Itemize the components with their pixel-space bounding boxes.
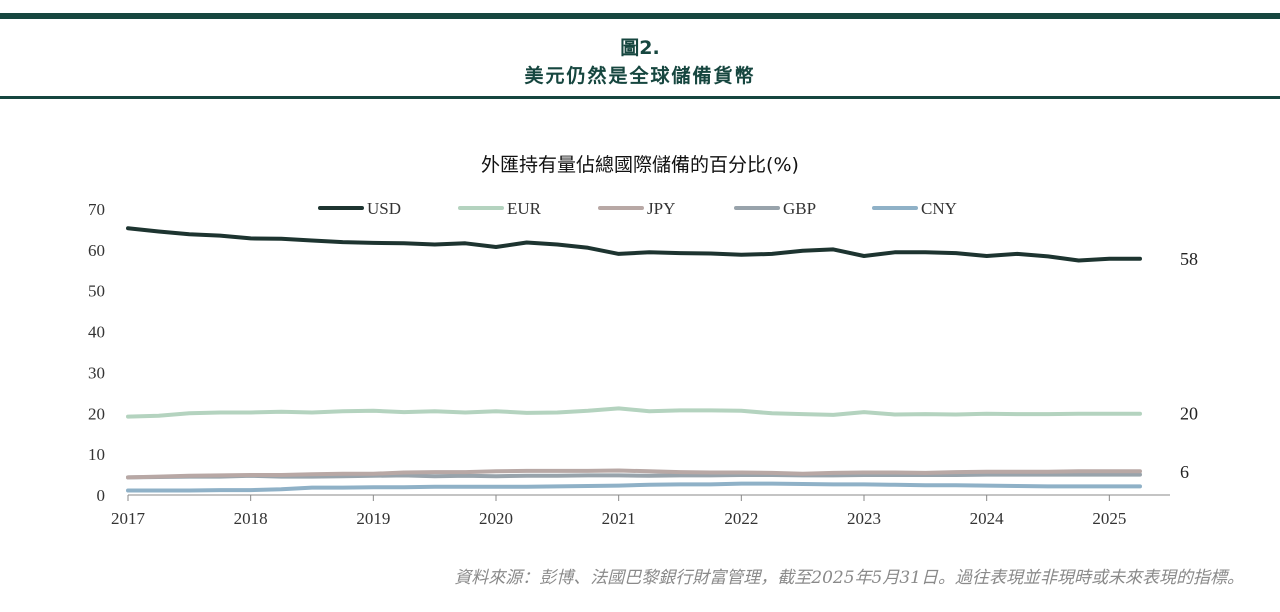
y-tick-label: 30 — [88, 363, 105, 382]
x-tick-label: 2019 — [356, 509, 390, 528]
y-tick-label: 60 — [88, 241, 105, 260]
x-tick-label: 2023 — [847, 509, 881, 528]
legend-label-eur: EUR — [507, 199, 542, 218]
y-tick-label: 70 — [88, 200, 105, 219]
x-tick-label: 2022 — [724, 509, 758, 528]
chart-series-lines — [126, 226, 1142, 493]
chart-axes: 0 10 20 30 40 50 60 70 2017 2018 2019 2020 2021 2022 2… — [88, 200, 1170, 528]
top-rule — [0, 13, 1280, 19]
series-line-cny — [126, 481, 1142, 493]
source-note: 資料來源：彭博、法國巴黎銀行財富管理，截至2025年5月31日。過往表現並非現時… — [454, 568, 1244, 588]
x-tick-label: 2024 — [970, 509, 1005, 528]
legend-label-jpy: JPY — [647, 199, 675, 218]
chart-end-labels: 58 20 6 — [1180, 249, 1198, 482]
chart-legend: USD EUR JPY GBP CNY — [318, 199, 957, 218]
y-tick-label: 0 — [97, 486, 106, 505]
legend-label-cny: CNY — [921, 199, 957, 218]
end-label-eur: 20 — [1180, 404, 1198, 424]
legend-label-usd: USD — [367, 199, 401, 218]
y-tick-label: 40 — [88, 323, 105, 342]
x-tick-label: 2021 — [602, 509, 636, 528]
x-tick-label: 2018 — [234, 509, 268, 528]
header-rule — [0, 96, 1280, 99]
figure-title: 美元仍然是全球儲備貨幣 — [524, 65, 756, 87]
x-tick-label: 2017 — [111, 509, 146, 528]
end-label-jpy: 6 — [1180, 462, 1189, 482]
series-line-usd — [126, 226, 1142, 263]
x-tick-label: 2025 — [1092, 509, 1126, 528]
chart-title: 外匯持有量佔總國際儲備的百分比(%) — [481, 154, 799, 176]
x-tick-label: 2020 — [479, 509, 513, 528]
y-tick-label: 20 — [88, 404, 105, 423]
series-line-eur — [126, 406, 1142, 419]
y-tick-label: 50 — [88, 282, 105, 301]
legend-label-gbp: GBP — [783, 199, 816, 218]
y-tick-label: 10 — [88, 445, 105, 464]
series-line-jpy — [126, 468, 1142, 480]
figure-number: 圖2. — [620, 37, 660, 59]
end-label-usd: 58 — [1180, 249, 1198, 269]
